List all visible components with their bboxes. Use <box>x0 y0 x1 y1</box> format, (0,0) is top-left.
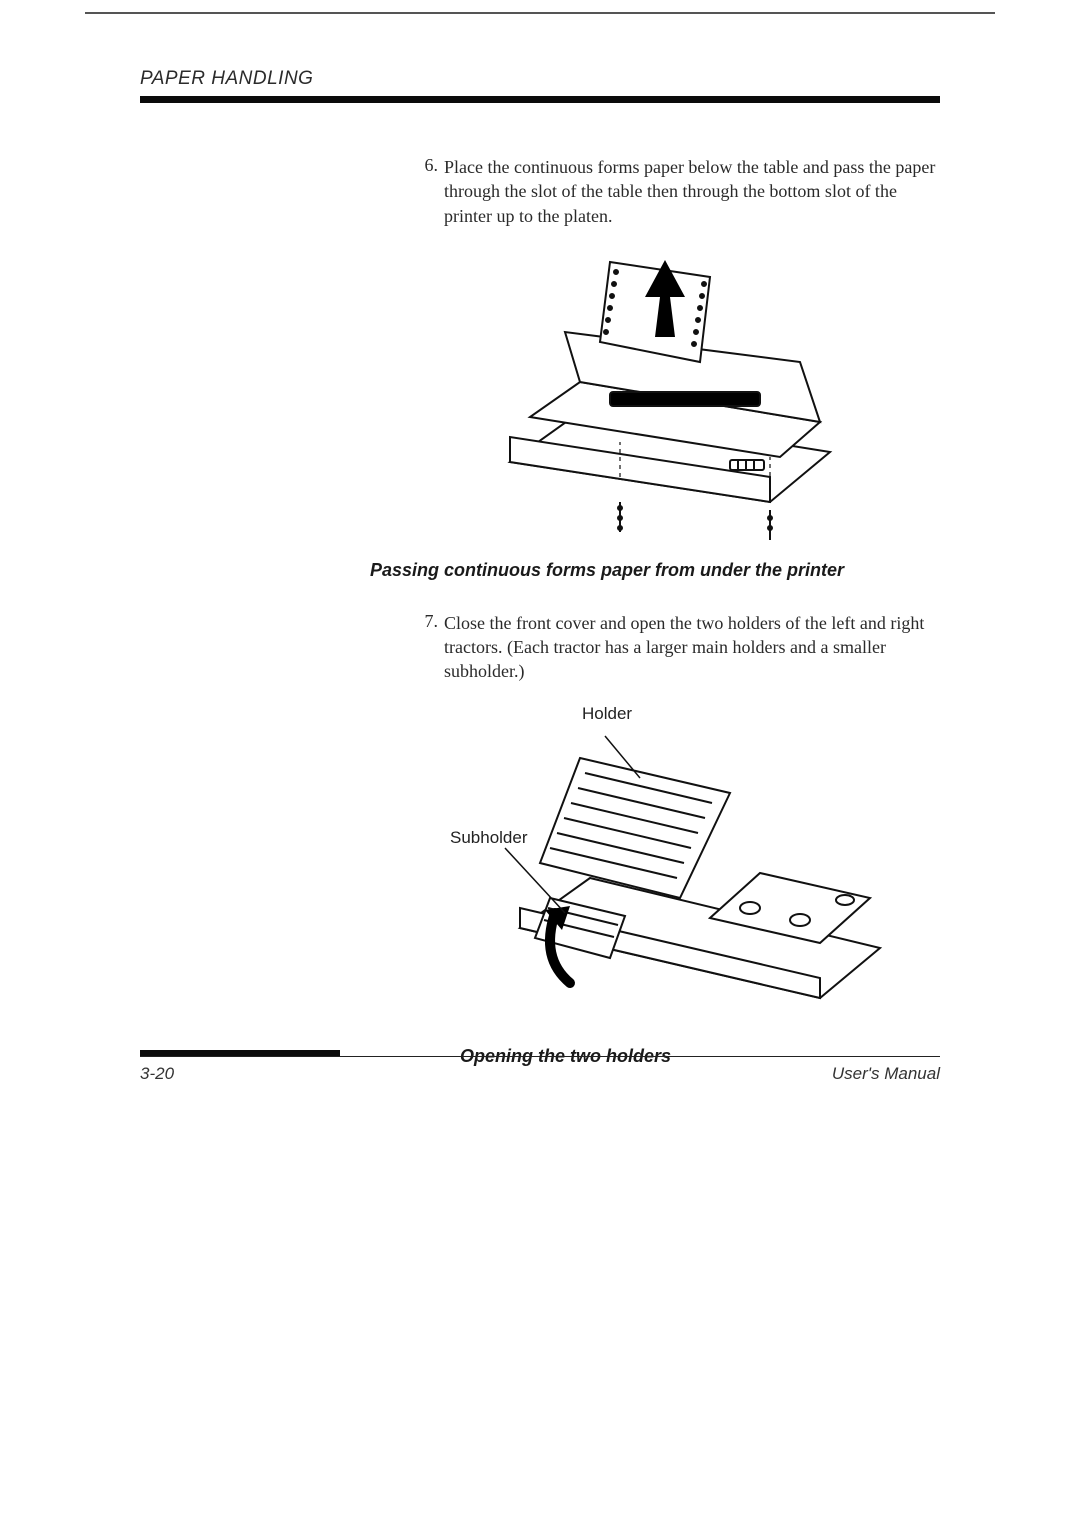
header-thick-rule <box>140 96 940 103</box>
footer-rule <box>140 1050 940 1057</box>
figure-printer-feed <box>420 242 940 542</box>
step-7: 7. Close the front cover and open the tw… <box>420 611 940 684</box>
step-7-text: Close the front cover and open the two h… <box>444 611 940 684</box>
printer-feed-illustration <box>470 242 890 542</box>
step-6-text: Place the continuous forms paper below t… <box>444 155 940 228</box>
label-subholder: Subholder <box>450 828 528 848</box>
doc-title: User's Manual <box>832 1064 940 1084</box>
label-holder: Holder <box>582 704 632 724</box>
tractor-holders-illustration <box>450 698 910 1028</box>
page-footer: 3-20 User's Manual <box>140 1064 940 1084</box>
page-number: 3-20 <box>140 1064 174 1084</box>
page-header: PAPER HANDLING <box>140 68 940 90</box>
manual-page: PAPER HANDLING 6. Place the continuous f… <box>0 0 1080 1525</box>
section-title: PAPER HANDLING <box>140 68 313 90</box>
step-6: 6. Place the continuous forms paper belo… <box>420 155 940 228</box>
top-border-rule <box>85 12 995 14</box>
figure-1-caption: Passing continuous forms paper from unde… <box>370 560 940 581</box>
step-7-number: 7. <box>420 611 444 684</box>
step-6-number: 6. <box>420 155 444 228</box>
figure-tractor-holders: Holder Subholder <box>420 698 940 1028</box>
